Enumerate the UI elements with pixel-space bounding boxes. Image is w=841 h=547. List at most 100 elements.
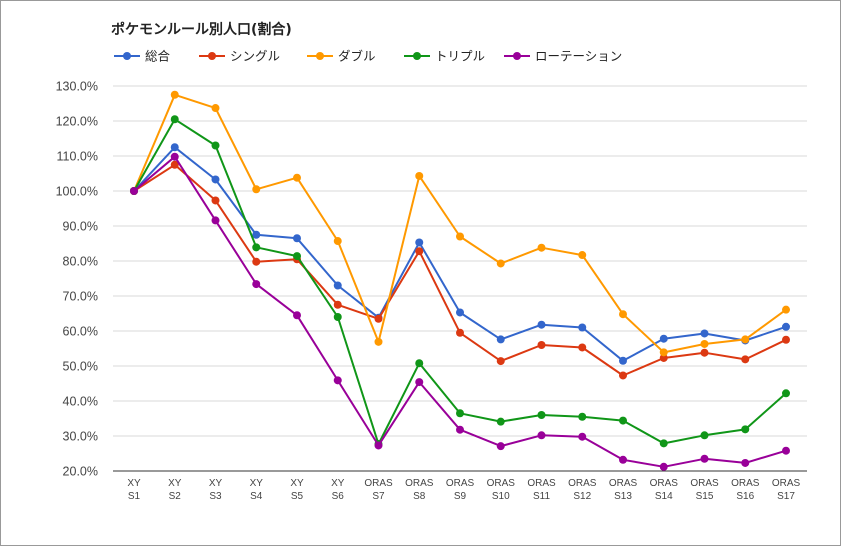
- data-point[interactable]: [374, 441, 383, 450]
- data-point[interactable]: [700, 454, 709, 463]
- data-point[interactable]: [578, 323, 587, 332]
- data-point[interactable]: [374, 337, 383, 346]
- data-point[interactable]: [782, 305, 790, 314]
- data-point[interactable]: [456, 232, 464, 241]
- data-point[interactable]: [741, 355, 750, 364]
- data-point[interactable]: [700, 431, 709, 440]
- data-point[interactable]: [659, 439, 668, 448]
- data-point[interactable]: [456, 308, 464, 317]
- data-point[interactable]: [252, 257, 261, 266]
- x-tick-label: S3: [209, 491, 222, 502]
- data-point[interactable]: [782, 322, 790, 331]
- x-tick-label: S9: [454, 491, 467, 502]
- legend-label: シングル: [230, 49, 280, 64]
- legend-item[interactable]: 総合: [114, 49, 171, 64]
- legend-swatch-dot: [123, 52, 131, 60]
- y-tick-label: 90.0%: [63, 220, 98, 234]
- x-tick-label: S7: [372, 491, 385, 502]
- data-point[interactable]: [741, 425, 750, 434]
- x-tick-label: XY: [331, 478, 345, 489]
- data-point[interactable]: [293, 252, 301, 261]
- data-point[interactable]: [130, 187, 138, 195]
- data-point[interactable]: [578, 343, 587, 352]
- data-point[interactable]: [170, 115, 179, 124]
- x-tick-label: XY: [209, 478, 223, 489]
- legend-label: ローテーション: [535, 49, 622, 64]
- data-point[interactable]: [170, 90, 179, 99]
- data-point[interactable]: [293, 173, 301, 182]
- data-point[interactable]: [456, 425, 464, 434]
- data-point[interactable]: [374, 314, 383, 323]
- data-point[interactable]: [537, 411, 546, 419]
- data-point[interactable]: [211, 175, 220, 184]
- data-point[interactable]: [700, 329, 709, 338]
- data-point[interactable]: [496, 417, 505, 426]
- data-point[interactable]: [659, 353, 668, 362]
- data-point[interactable]: [578, 432, 587, 441]
- data-point[interactable]: [415, 238, 424, 247]
- data-point[interactable]: [456, 409, 464, 418]
- data-point[interactable]: [333, 313, 342, 321]
- data-point[interactable]: [333, 281, 342, 290]
- data-point[interactable]: [211, 196, 220, 205]
- x-tick-label: S11: [533, 491, 550, 502]
- data-point[interactable]: [537, 243, 546, 252]
- data-point[interactable]: [578, 412, 587, 421]
- data-point[interactable]: [700, 339, 709, 348]
- data-point[interactable]: [170, 143, 179, 152]
- data-point[interactable]: [252, 243, 261, 252]
- data-point[interactable]: [619, 416, 627, 425]
- data-point[interactable]: [537, 320, 546, 329]
- data-point[interactable]: [252, 185, 261, 194]
- data-point[interactable]: [211, 141, 220, 150]
- data-point[interactable]: [619, 455, 627, 464]
- data-point[interactable]: [619, 371, 627, 380]
- legend-item[interactable]: トリプル: [404, 49, 485, 64]
- data-point[interactable]: [333, 237, 342, 246]
- data-point[interactable]: [293, 311, 301, 320]
- legend-item[interactable]: ローテーション: [504, 49, 622, 64]
- data-point[interactable]: [333, 376, 342, 385]
- legend-item[interactable]: ダブル: [307, 49, 376, 64]
- data-point[interactable]: [211, 104, 220, 113]
- data-point[interactable]: [782, 446, 790, 455]
- data-point[interactable]: [415, 171, 424, 180]
- data-point[interactable]: [496, 357, 505, 366]
- data-point[interactable]: [415, 378, 424, 387]
- x-tick-label: S1: [128, 491, 141, 502]
- data-point[interactable]: [741, 458, 750, 467]
- data-point[interactable]: [252, 280, 261, 289]
- data-point[interactable]: [619, 356, 627, 365]
- data-point[interactable]: [782, 335, 790, 344]
- data-point[interactable]: [415, 247, 424, 256]
- data-point[interactable]: [537, 341, 546, 349]
- data-point[interactable]: [496, 442, 505, 451]
- x-tick-label: ORAS: [609, 478, 638, 489]
- data-point[interactable]: [170, 160, 179, 169]
- x-tick-label: ORAS: [487, 478, 516, 489]
- x-tick-label: S15: [696, 491, 714, 502]
- data-point[interactable]: [782, 389, 790, 398]
- x-axis: XY S1 XY S2 XY S3 XY S4 XY S5 XY S6 ORAS S7 ORAS S8 ORAS…: [127, 478, 800, 502]
- data-point[interactable]: [537, 431, 546, 440]
- legend-swatch-dot: [208, 52, 216, 60]
- data-point[interactable]: [741, 335, 750, 344]
- x-tick-label: ORAS: [650, 478, 679, 489]
- data-point[interactable]: [578, 251, 587, 260]
- data-point[interactable]: [496, 259, 505, 268]
- data-point[interactable]: [252, 230, 261, 239]
- data-point[interactable]: [415, 359, 424, 368]
- data-point[interactable]: [619, 310, 627, 319]
- data-point[interactable]: [700, 348, 709, 357]
- data-point[interactable]: [496, 335, 505, 344]
- data-point[interactable]: [659, 462, 668, 471]
- legend-swatch-dot: [413, 52, 421, 60]
- data-point[interactable]: [211, 216, 220, 225]
- data-point[interactable]: [170, 152, 179, 161]
- data-point[interactable]: [456, 328, 464, 337]
- data-point[interactable]: [293, 234, 301, 243]
- data-point[interactable]: [659, 348, 668, 357]
- legend-item[interactable]: シングル: [199, 49, 280, 64]
- data-point[interactable]: [333, 300, 342, 309]
- data-point[interactable]: [659, 334, 668, 343]
